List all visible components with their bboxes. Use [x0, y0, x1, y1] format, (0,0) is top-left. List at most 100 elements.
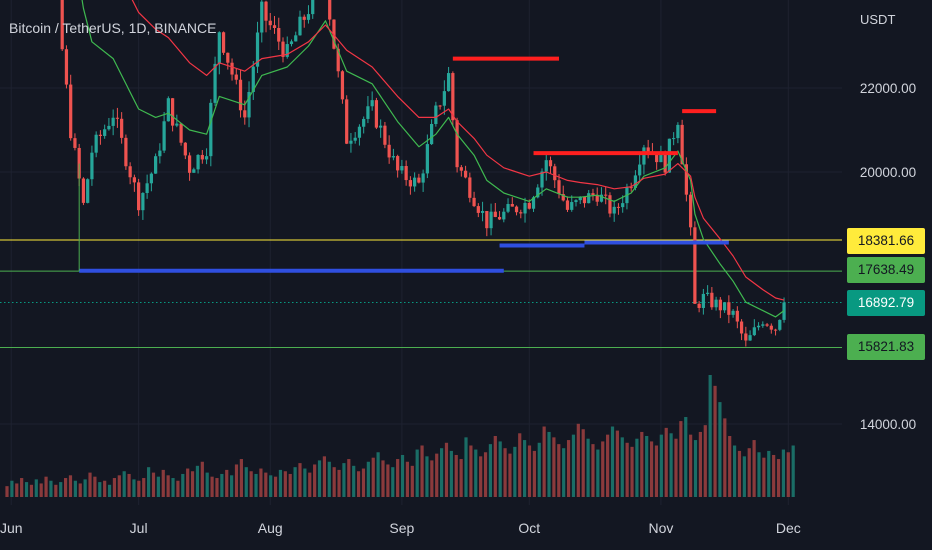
volume-bar — [352, 465, 356, 497]
volume-bar — [776, 459, 781, 497]
candle-body — [128, 166, 132, 178]
candle-body — [701, 293, 705, 308]
candle-body — [345, 99, 349, 144]
candle-body — [633, 175, 638, 188]
time-axis-label: Jun — [0, 520, 23, 536]
time-axis-label: Aug — [258, 520, 283, 536]
volume-bar — [361, 468, 366, 497]
candle-body — [396, 156, 400, 171]
candle-body — [115, 117, 120, 119]
candle-body — [638, 164, 642, 176]
volume-bar — [757, 452, 761, 497]
candle-body — [404, 166, 408, 181]
volume-bar — [742, 456, 746, 497]
candle-body — [374, 100, 379, 128]
candle-body — [561, 194, 565, 201]
volume-bar — [562, 448, 566, 497]
candle-body — [710, 292, 714, 308]
candle-body — [86, 179, 90, 203]
grid — [0, 0, 842, 505]
candle-body — [472, 197, 476, 207]
volume-bar — [449, 450, 453, 497]
volume-bar — [557, 444, 561, 497]
volume-bar — [215, 478, 219, 497]
candle-body — [680, 124, 684, 165]
volume-bar — [527, 445, 532, 497]
price-axis-label: 20000.00 — [860, 165, 916, 180]
candle-body — [217, 32, 221, 64]
candle-body — [604, 194, 608, 196]
candle-body — [608, 195, 612, 214]
candle-body — [565, 200, 570, 210]
candle-body — [591, 193, 595, 196]
volume-bar — [49, 480, 53, 497]
volume-bar — [674, 438, 678, 497]
candle-body — [493, 211, 497, 217]
price-axis: 22000.00 20000.00 14000.00 — [860, 81, 916, 432]
candle-body — [103, 129, 107, 136]
volume-bar — [513, 446, 517, 497]
price-label-last-price[interactable]: 16892.79 — [847, 290, 925, 316]
candle-body — [502, 211, 506, 220]
price-label-support-level[interactable]: 15821.83 — [847, 334, 925, 360]
candle-body — [527, 202, 531, 209]
volume-bar — [93, 476, 97, 497]
volume-bar — [586, 438, 590, 497]
horizontal-levels — [0, 239, 842, 348]
candle-body — [531, 197, 536, 209]
volume-bar — [547, 431, 551, 497]
candle-body — [90, 152, 94, 180]
candle-body — [311, 0, 315, 15]
volume-bar — [439, 448, 444, 497]
candle-body — [748, 335, 752, 341]
volume-bar — [112, 478, 117, 497]
candle-body — [328, 0, 332, 20]
volume-bar — [723, 418, 727, 497]
candle-body — [98, 134, 103, 136]
candle-body — [540, 171, 544, 188]
volume-bars — [5, 375, 795, 497]
candle-body — [778, 319, 782, 330]
volume-bar — [620, 437, 624, 497]
candle-body — [149, 173, 153, 184]
candle-body — [548, 160, 553, 167]
candle-body — [187, 155, 192, 173]
candle-body — [756, 325, 761, 328]
volume-bar — [669, 433, 673, 497]
candle-body — [132, 177, 136, 183]
volume-bar — [679, 421, 683, 497]
volume-bar — [571, 434, 576, 497]
price-label-green-level[interactable]: 17638.49 — [847, 257, 925, 283]
volume-bar — [381, 460, 385, 497]
volume-bar — [283, 471, 287, 497]
candle-body — [73, 138, 77, 148]
volume-bar — [249, 471, 253, 497]
volume-bar — [254, 473, 258, 497]
volume-bar — [479, 456, 483, 497]
candle-body — [442, 91, 446, 106]
volume-bar — [288, 473, 292, 497]
candle-body — [557, 180, 561, 195]
volume-bar — [483, 452, 488, 497]
volume-bar — [654, 445, 659, 497]
candle-body — [765, 324, 769, 326]
candle-body — [735, 310, 739, 322]
volume-bar — [493, 436, 497, 497]
candle-body — [268, 20, 272, 26]
candle-body — [421, 173, 425, 183]
volume-bar — [244, 467, 248, 497]
price-label-yellow-level[interactable]: 18381.66 — [847, 228, 925, 254]
volume-bar — [425, 456, 429, 497]
candle-body — [655, 152, 659, 163]
candle-body — [349, 140, 353, 144]
candle-body — [64, 49, 69, 85]
candle-body — [107, 125, 111, 130]
candle-body — [689, 194, 693, 228]
volume-bar — [239, 459, 243, 497]
moving-averages — [81, 0, 785, 318]
candle-body — [141, 193, 145, 211]
time-axis-label: Dec — [776, 520, 801, 536]
candle-body — [578, 196, 582, 201]
candle-body — [706, 292, 710, 294]
